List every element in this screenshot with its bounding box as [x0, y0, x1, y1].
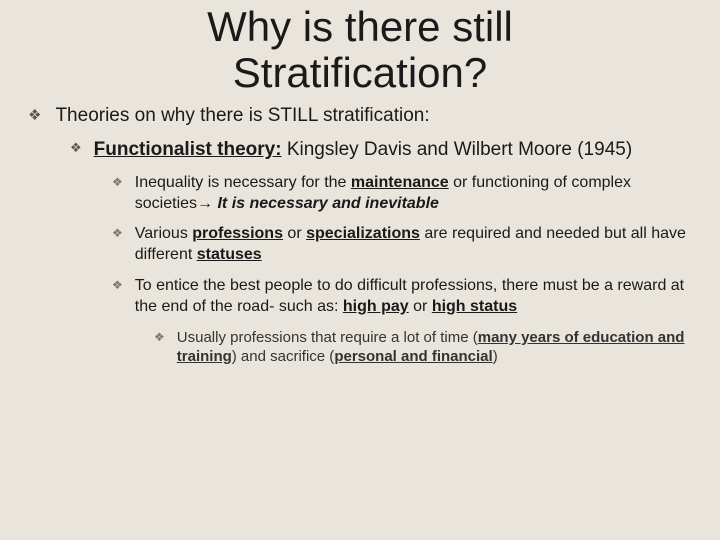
bullet-lvl2: ❖ Functionalist theory: Kingsley Davis a… — [70, 138, 692, 163]
slide: Why is there still Stratification? ❖ The… — [0, 4, 720, 540]
slide-title: Why is there still Stratification? — [28, 4, 692, 96]
lvl3-text: Various professions or specializations a… — [135, 224, 692, 266]
text-fragment: or — [283, 225, 306, 242]
diamond-icon: ❖ — [28, 106, 41, 124]
bullet-lvl3: ❖ To entice the best people to do diffic… — [112, 276, 692, 318]
lvl3-text: To entice the best people to do difficul… — [135, 276, 692, 318]
diamond-icon: ❖ — [112, 226, 123, 240]
arrow-icon: → — [197, 195, 217, 212]
lvl2-rest: Kingsley Davis and Wilbert Moore (1945) — [282, 139, 633, 160]
lvl3-text: Inequality is necessary for the maintena… — [135, 173, 692, 215]
text-emph: It is necessary and inevitable — [217, 195, 438, 212]
diamond-icon: ❖ — [112, 278, 123, 292]
diamond-icon: ❖ — [70, 140, 82, 156]
text-emph: specializations — [306, 225, 420, 242]
bullet-lvl1: ❖ Theories on why there is STILL stratif… — [28, 104, 692, 128]
bullet-lvl4: ❖ Usually professions that require a lot… — [154, 328, 692, 367]
text-emph: personal and financial — [334, 348, 492, 365]
text-emph: professions — [192, 225, 283, 242]
text-fragment: Inequality is necessary for the — [135, 174, 351, 191]
text-fragment: Usually professions that require a lot o… — [177, 329, 478, 346]
bullet-lvl3: ❖ Inequality is necessary for the mainte… — [112, 173, 692, 215]
diamond-icon: ❖ — [112, 175, 123, 189]
text-emph: high status — [432, 298, 517, 315]
bullet-lvl3: ❖ Various professions or specializations… — [112, 224, 692, 266]
text-fragment: ) — [493, 348, 498, 365]
text-fragment: Various — [135, 225, 193, 242]
text-emph: maintenance — [351, 174, 449, 191]
text-emph: statuses — [197, 246, 262, 263]
diamond-icon: ❖ — [154, 330, 165, 344]
lvl2-text: Functionalist theory: Kingsley Davis and… — [94, 138, 633, 163]
functionalist-label: Functionalist theory: — [94, 139, 282, 160]
lvl1-text: Theories on why there is STILL stratific… — [55, 104, 429, 128]
text-emph: high pay — [343, 298, 409, 315]
text-fragment: ) and sacrifice ( — [232, 348, 335, 365]
lvl4-text: Usually professions that require a lot o… — [177, 328, 692, 367]
text-fragment: or — [409, 298, 432, 315]
